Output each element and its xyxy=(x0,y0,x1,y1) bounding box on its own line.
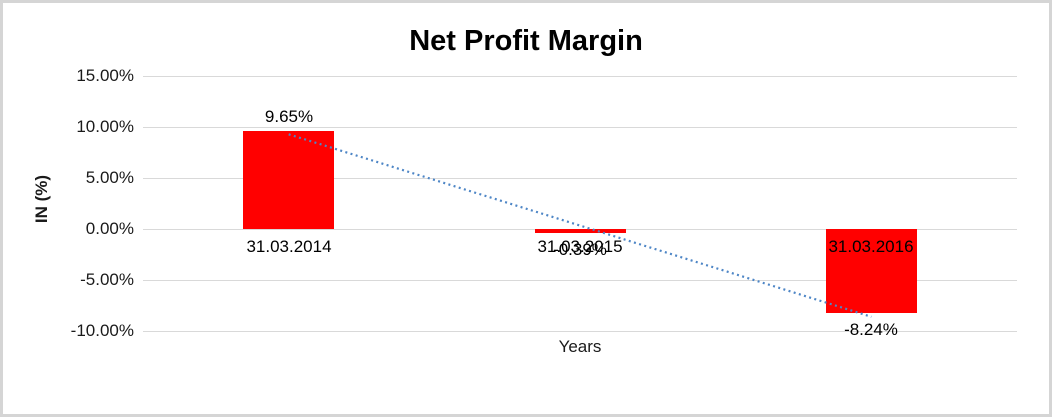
bar-data-label: -8.24% xyxy=(844,320,898,339)
y-tick-label: -10.00% xyxy=(70,321,134,340)
category-label: 31.03.2016 xyxy=(828,237,914,256)
category-label: 31.03.2015 xyxy=(537,237,623,256)
bar xyxy=(535,229,626,233)
y-tick-label: 0.00% xyxy=(85,219,134,238)
trendline-svg xyxy=(288,133,872,318)
gridline xyxy=(143,127,1017,128)
category-label: 31.03.2014 xyxy=(246,237,332,256)
gridline xyxy=(143,178,1017,179)
plot-area: 31.03.2014 9.65% 31.03.2015 -0.39% 31.03.201… xyxy=(143,76,1017,339)
y-tick-label: 15.00% xyxy=(76,66,134,85)
gridline xyxy=(143,76,1017,77)
bar-data-label: -0.39% xyxy=(553,240,607,259)
y-tick-label: -5.00% xyxy=(80,270,134,289)
x-axis-title: Years xyxy=(558,337,602,356)
bar-data-label: 9.65% xyxy=(264,107,314,126)
y-tick-label: 5.00% xyxy=(85,168,134,187)
bar xyxy=(826,229,917,313)
bar xyxy=(243,131,334,229)
trendline xyxy=(288,133,872,318)
y-tick-label: 10.00% xyxy=(76,117,134,136)
gridline xyxy=(143,331,1017,332)
gridline xyxy=(143,280,1017,281)
chart-title: Net Profit Margin xyxy=(409,25,643,57)
